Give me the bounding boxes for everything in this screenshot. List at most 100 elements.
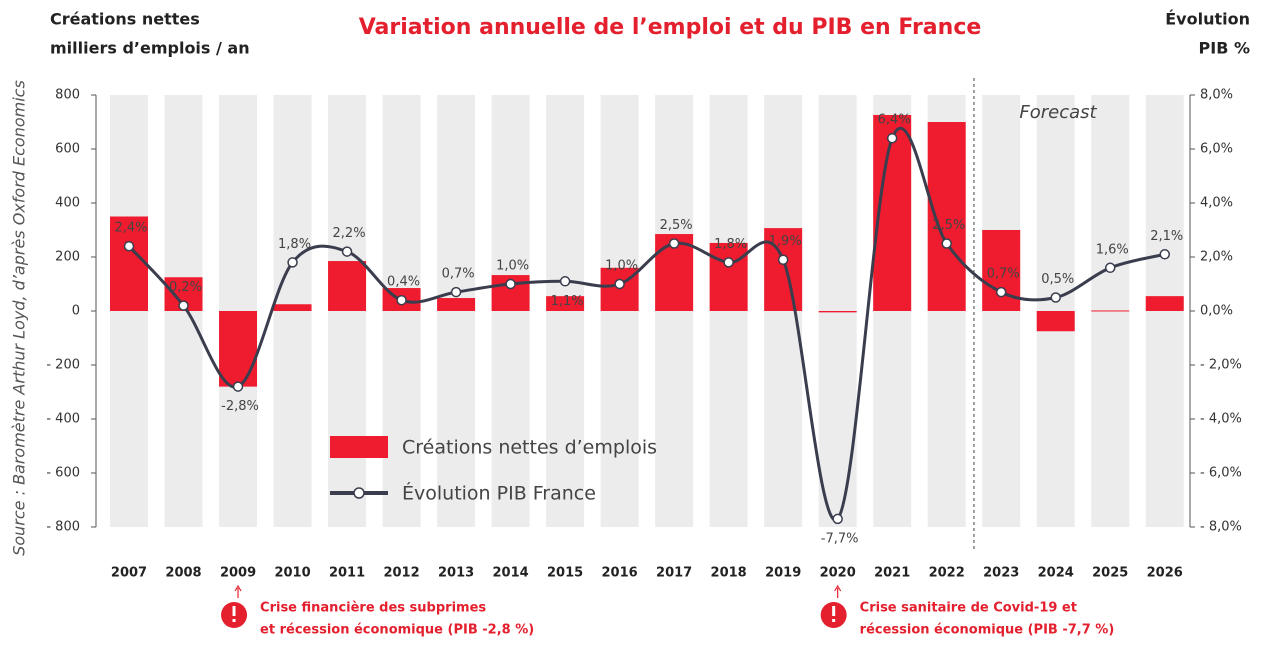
data-label: -2,8% (221, 399, 259, 414)
line-point (832, 513, 843, 525)
data-label: 1,0% (605, 259, 638, 274)
x-tick-label: 2015 (547, 566, 583, 581)
x-tick-label: 2021 (874, 566, 910, 581)
line-point (614, 278, 625, 290)
line-point (123, 240, 135, 252)
x-tick-label: 2016 (602, 566, 638, 581)
annotation-text: et récession économique (PIB -2,8 %) (260, 623, 534, 638)
x-tick-label: 2011 (329, 566, 365, 581)
data-label: 1,9% (769, 234, 802, 249)
y2-tick-label: 0,0% (1200, 304, 1233, 319)
legend-label: Évolution PIB France (402, 482, 596, 505)
data-label: 0,7% (987, 267, 1020, 282)
line-point (396, 294, 407, 306)
annotation-text: récession économique (PIB -7,7 %) (860, 623, 1115, 638)
bar (546, 296, 585, 311)
x-tick-label: 2013 (438, 566, 474, 581)
bar (927, 122, 966, 311)
x-tick-label: 2020 (820, 566, 856, 581)
annotation-icon-dot (232, 619, 236, 622)
bar (219, 311, 258, 387)
x-tick-label: 2019 (765, 566, 801, 581)
line-point (178, 300, 189, 311)
bar (1036, 311, 1075, 332)
x-tick-label: 2010 (274, 566, 310, 581)
x-tick-label: 2017 (656, 566, 692, 581)
line-point (450, 286, 462, 298)
x-tick-label: 2023 (983, 566, 1019, 581)
annotation-arrowhead (834, 584, 842, 592)
y2-tick-label: 2,0% (1200, 250, 1233, 265)
y-tick-label: - 600 (46, 466, 80, 481)
annotation-icon-dot (832, 619, 836, 622)
data-label: 2,5% (660, 218, 693, 233)
x-tick-label: 2012 (383, 566, 419, 581)
y-tick-label: 600 (55, 142, 80, 157)
line-point (886, 132, 898, 144)
data-label: 1,8% (278, 237, 311, 252)
data-label: 1,6% (1096, 242, 1129, 257)
y2-tick-label: 8,0% (1200, 88, 1233, 103)
data-label: 0,4% (387, 275, 420, 290)
y-tick-label: 400 (55, 196, 80, 211)
x-tick-label: 2022 (929, 566, 965, 581)
x-tick-label: 2014 (493, 566, 529, 581)
y2-tick-label: - 2,0% (1200, 358, 1242, 373)
y-tick-label: 200 (55, 250, 80, 265)
y2-axis-title: Évolution (1165, 10, 1250, 29)
data-label: 0,7% (442, 267, 475, 282)
y2-tick-label: 4,0% (1200, 196, 1233, 211)
data-label: -7,7% (821, 531, 859, 546)
line-point (941, 238, 952, 249)
data-label: 1,0% (496, 259, 529, 274)
line-point (232, 381, 244, 392)
annotation-arrowhead (234, 584, 242, 592)
line-point (777, 254, 789, 265)
x-tick-label: 2008 (165, 566, 201, 581)
x-tick-label: 2025 (1092, 566, 1128, 581)
bar (1145, 296, 1184, 311)
line-point (668, 238, 680, 249)
legend-label: Créations nettes d’emplois (402, 437, 657, 459)
y2-tick-label: - 4,0% (1200, 412, 1242, 427)
y2-axis-title: PIB % (1199, 39, 1250, 58)
y-tick-label: - 200 (46, 358, 80, 373)
x-tick-label: 2009 (220, 566, 256, 581)
data-label: 2,1% (1150, 229, 1183, 244)
line-point (287, 257, 298, 268)
annotation-icon-bar (832, 606, 836, 616)
line-point (995, 286, 1007, 298)
y-axis-title: milliers d’emplois / an (50, 39, 250, 58)
y-tick-label: - 400 (46, 412, 80, 427)
y2-tick-label: - 8,0% (1200, 520, 1242, 535)
y-tick-label: 800 (55, 88, 80, 103)
annotation-text: Crise sanitaire de Covid-19 et (860, 601, 1077, 616)
line-point (1050, 292, 1061, 303)
data-label: 2,4% (114, 221, 147, 236)
data-label: 1,1% (551, 294, 584, 309)
legend-swatch (330, 436, 388, 458)
line-point (341, 246, 353, 257)
x-tick-label: 2024 (1038, 566, 1074, 581)
bar (818, 311, 857, 313)
bar (709, 242, 748, 311)
bar (437, 298, 476, 311)
line-point (1104, 262, 1116, 274)
line-point (505, 278, 516, 290)
data-label: 6,4% (878, 113, 911, 128)
chart-title: Variation annuelle de l’emploi et du PIB… (359, 15, 982, 40)
line-point (559, 276, 571, 287)
data-label: 2,2% (333, 226, 366, 241)
data-label: 0,2% (169, 280, 202, 295)
forecast-label: Forecast (1019, 102, 1097, 123)
x-tick-label: 2018 (711, 566, 747, 581)
y2-tick-label: - 6,0% (1200, 466, 1242, 481)
y-tick-label: 0 (72, 304, 80, 319)
data-label: 1,8% (714, 237, 747, 252)
bar (110, 216, 149, 311)
data-label: 0,5% (1041, 272, 1074, 287)
annotation-icon-bar (232, 606, 236, 616)
x-tick-label: 2007 (111, 566, 147, 581)
y-tick-label: - 800 (46, 520, 80, 535)
